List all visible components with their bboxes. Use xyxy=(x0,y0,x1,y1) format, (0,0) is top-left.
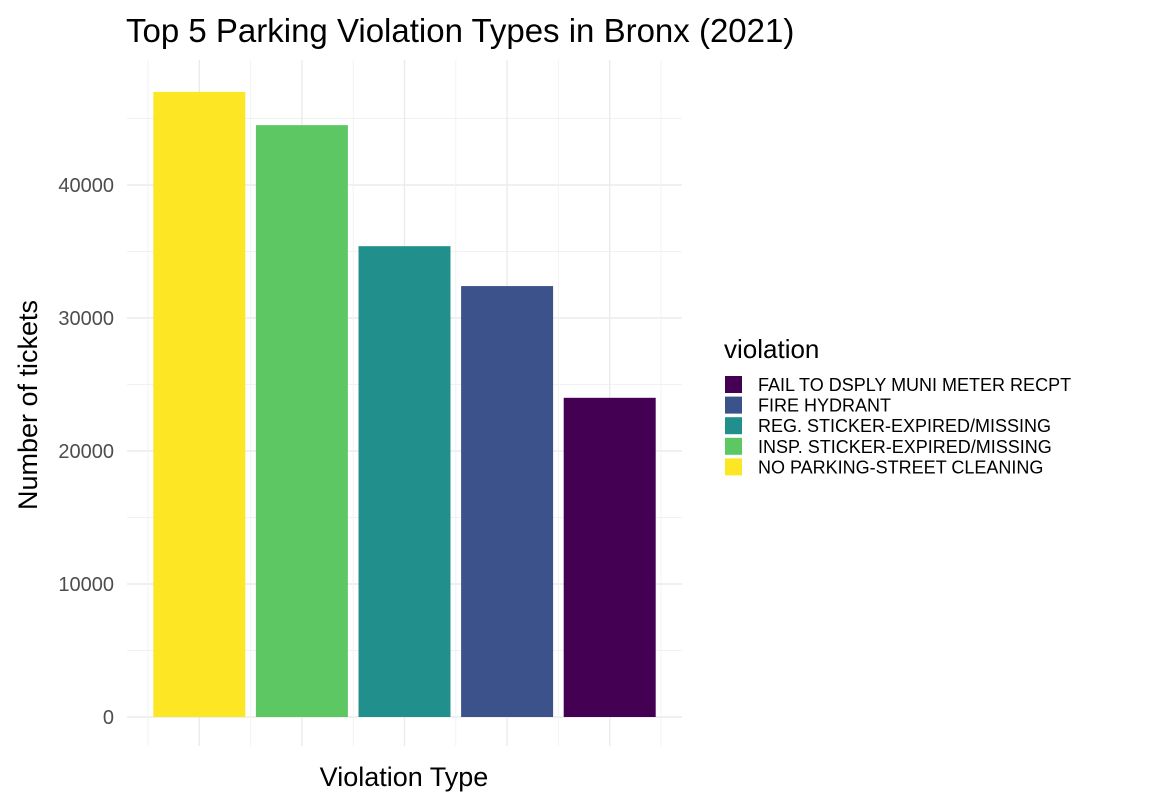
bar xyxy=(563,397,656,717)
legend-label: INSP. STICKER-EXPIRED/MISSING xyxy=(758,437,1052,457)
legend-swatch xyxy=(725,376,742,393)
legend-label: FAIL TO DSPLY MUNI METER RECPT xyxy=(758,375,1071,395)
bar xyxy=(255,125,348,717)
chart-title: Top 5 Parking Violation Types in Bronx (… xyxy=(126,12,794,49)
legend-swatch xyxy=(725,458,742,476)
legend-label: FIRE HYDRANT xyxy=(758,396,891,416)
legend-label: REG. STICKER-EXPIRED/MISSING xyxy=(758,416,1051,436)
bar xyxy=(358,246,451,717)
x-axis-title: Violation Type xyxy=(320,762,489,792)
legend: violation FAIL TO DSPLY MUNI METER RECPT… xyxy=(724,334,1071,477)
legend-swatch xyxy=(725,437,742,455)
y-axis-title: Number of tickets xyxy=(13,300,43,510)
y-axis-ticks: 0 10000 20000 30000 40000 xyxy=(58,175,114,729)
legend-label: NO PARKING-STREET CLEANING xyxy=(758,457,1043,477)
legend-swatch xyxy=(725,396,742,414)
legend-title: violation xyxy=(724,334,819,364)
y-tick-label: 0 xyxy=(103,707,114,729)
y-tick-label: 40000 xyxy=(58,175,114,197)
bar xyxy=(153,91,246,717)
y-tick-label: 30000 xyxy=(58,308,114,330)
y-tick-label: 20000 xyxy=(58,441,114,463)
bar xyxy=(461,286,554,717)
y-tick-label: 10000 xyxy=(58,574,114,596)
bars xyxy=(153,91,656,717)
legend-swatch xyxy=(725,417,742,435)
